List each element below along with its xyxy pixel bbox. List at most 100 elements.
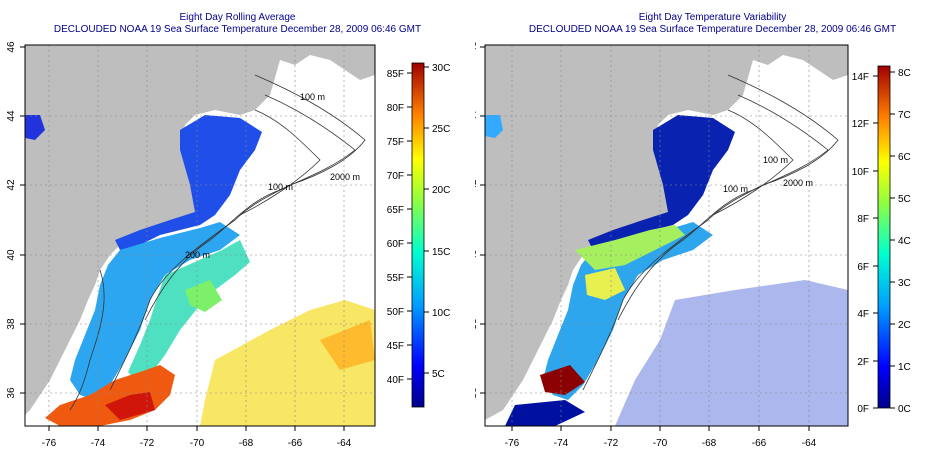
y-tick-label: 42	[6, 179, 17, 191]
colorbar-f-label: 10F	[852, 167, 869, 178]
colorbar-f-label: 70F	[387, 171, 404, 182]
x-tick-label: -68	[702, 438, 717, 449]
colorbar-f-label: 6F	[857, 262, 869, 273]
contour-label-2000m: 2000 m	[783, 178, 813, 188]
colorbar-c-label: 20C	[432, 185, 450, 196]
right-colorbar	[877, 65, 891, 409]
colorbar-c-label: 7C	[898, 110, 911, 121]
contour-label-100m-b: 100 m	[268, 182, 293, 192]
sst-yellow-patch	[200, 300, 375, 426]
contour-label-2000m: 2000 m	[330, 172, 360, 182]
colorbar-f-label: 8F	[857, 214, 869, 225]
contour-label-100m-b: 100 m	[723, 184, 748, 194]
colorbar-f-label: 45F	[387, 341, 404, 352]
colorbar-c-label: 10C	[432, 308, 450, 319]
colorbar-f-label: 0F	[857, 404, 869, 415]
colorbar-f-label: 60F	[387, 239, 404, 250]
left-map-title: Eight Day Rolling Average	[179, 12, 296, 23]
colorbar-f-label: 85F	[387, 69, 404, 80]
colorbar-c-label: 1C	[898, 362, 911, 373]
graticule	[485, 45, 848, 426]
x-tick-label: -72	[604, 438, 619, 449]
right-colorbar-c-labels: 8C 7C 6C 5C 4C 3C 2C 1C 0C	[890, 68, 911, 415]
colorbar-c-label: 8C	[898, 68, 911, 79]
y-tick-label: 36	[6, 387, 17, 399]
x-tick-label: -64	[337, 438, 352, 449]
y-tick-label: 44	[475, 110, 479, 122]
x-axis: -76 -74 -72 -70 -68 -66 -64	[42, 426, 352, 449]
colorbar-f-label: 2F	[857, 357, 869, 368]
right-map-svg: 100 m 2000 m 100 m -76 -74 -72 -70 -68 -…	[475, 41, 911, 449]
map-frame	[24, 44, 376, 427]
colorbar-f-label: 4F	[857, 309, 869, 320]
colorbar-c-label: 5C	[432, 369, 445, 380]
map-frame	[484, 44, 849, 427]
colorbar-c-label: 2C	[898, 320, 911, 331]
x-tick-label: -66	[288, 438, 303, 449]
variability-shelf-low	[588, 115, 735, 250]
colorbar-f-label: 55F	[387, 273, 404, 284]
colorbar-c-label: 0C	[898, 404, 911, 415]
y-tick-label: 38	[6, 318, 17, 330]
y-axis: 36 38 40 42 44 46	[475, 41, 485, 399]
x-tick-label: -68	[239, 438, 254, 449]
x-tick-label: -76	[505, 438, 520, 449]
colorbar-c-label: 3C	[898, 278, 911, 289]
x-tick-label: -74	[554, 438, 569, 449]
contour-label-100m: 100 m	[763, 155, 788, 165]
variability-shelf-mid	[543, 222, 713, 400]
left-map-svg: 100 m 2000 m 200 m 100 m -76 -74 -72 -70…	[6, 41, 450, 449]
x-tick-label: -70	[190, 438, 205, 449]
graticule	[25, 45, 375, 426]
colorbar-f-label: 80F	[387, 103, 404, 114]
colorbar-c-label: 6C	[898, 152, 911, 163]
x-axis: -76 -74 -72 -70 -68 -66 -64	[505, 426, 817, 449]
variability-slope-high	[575, 225, 685, 270]
x-tick-label: -72	[140, 438, 155, 449]
y-tick-label: 40	[475, 249, 479, 261]
left-colorbar	[411, 62, 425, 408]
right-map-panel: Eight Day Temperature Variability DECLOU…	[475, 0, 950, 475]
bathymetry-contours	[69, 74, 366, 411]
colorbar-c-label: 4C	[898, 236, 911, 247]
x-tick-label: -74	[91, 438, 106, 449]
y-tick-label: 36	[475, 387, 479, 399]
colorbar-c-label: 30C	[432, 63, 450, 74]
y-tick-label: 40	[6, 249, 17, 261]
sst-patch-green	[185, 280, 222, 312]
right-colorbar-f-labels: 14F 12F 10F 8F 6F 4F 2F 0F	[852, 72, 878, 415]
colorbar-f-label: 50F	[387, 307, 404, 318]
colorbar-f-label: 40F	[387, 375, 404, 386]
land-mass	[25, 45, 375, 415]
left-map-panel: Eight Day Rolling Average DECLOUDED NOAA…	[6, 12, 450, 449]
y-tick-label: 42	[475, 179, 479, 191]
right-map-title: Eight Day Temperature Variability	[638, 12, 787, 23]
x-tick-label: -76	[42, 438, 57, 449]
x-tick-label: -66	[752, 438, 767, 449]
colorbar-f-label: 65F	[387, 205, 404, 216]
x-tick-label: -70	[653, 438, 668, 449]
right-map-subtitle: DECLOUDED NOAA 19 Sea Surface Temperatur…	[528, 24, 897, 35]
left-colorbar-f-labels: 85F 80F 75F 70F 65F 60F 55F 50F 45F 40F	[387, 69, 412, 386]
bathymetry-contours	[582, 74, 839, 391]
colorbar-f-label: 75F	[387, 137, 404, 148]
y-tick-label: 44	[6, 110, 17, 122]
x-tick-label: -64	[802, 438, 817, 449]
y-tick-label: 38	[475, 318, 479, 330]
colorbar-c-label: 25C	[432, 124, 450, 135]
colorbar-c-label: 5C	[898, 194, 911, 205]
variability-sparse-patches	[615, 280, 848, 426]
left-map-subtitle: DECLOUDED NOAA 19 Sea Surface Temperatur…	[53, 24, 422, 35]
sst-shelf-mid	[70, 222, 240, 400]
y-tick-label: 46	[6, 41, 17, 53]
contour-label-200m: 200 m	[185, 250, 210, 260]
sst-shelf-cool	[115, 115, 262, 250]
sst-slope-warm	[128, 240, 250, 385]
colorbar-f-label: 14F	[852, 72, 869, 83]
colorbar-f-label: 12F	[852, 119, 869, 130]
y-tick-label: 46	[475, 41, 479, 53]
left-colorbar-c-labels: 30C 25C 20C 15C 10C 5C	[424, 63, 450, 380]
colorbar-c-label: 15C	[432, 247, 450, 258]
y-axis: 36 38 40 42 44 46	[6, 41, 25, 399]
contour-label-100m: 100 m	[300, 92, 325, 102]
